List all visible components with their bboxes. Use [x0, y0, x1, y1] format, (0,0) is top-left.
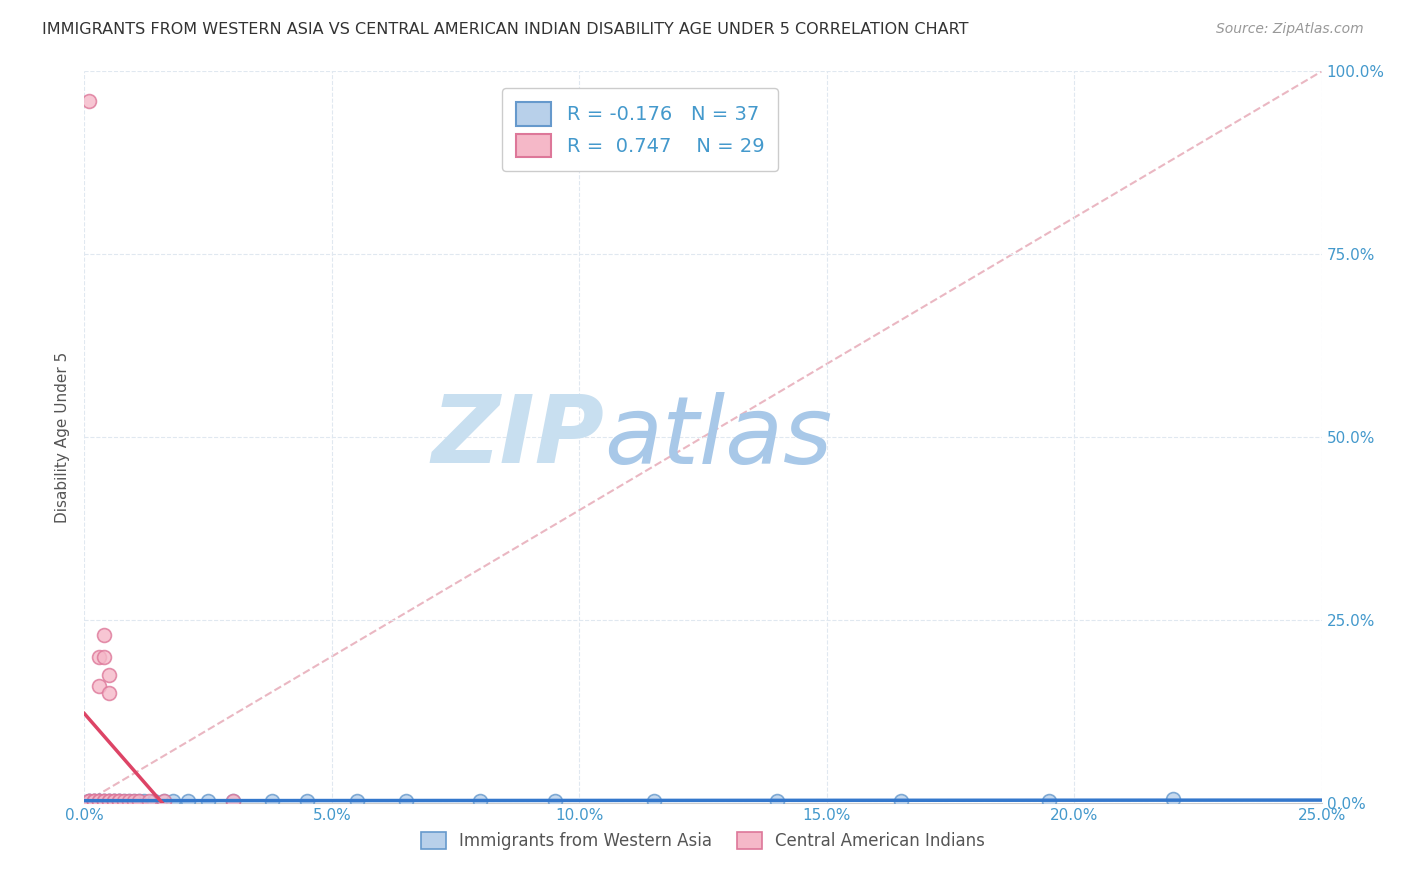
- Point: [108, 794, 131, 808]
- Point: [142, 794, 165, 808]
- Point: [128, 794, 150, 808]
- Point: [98, 686, 121, 700]
- Point: [89, 794, 111, 808]
- Point: [132, 794, 155, 808]
- Point: [83, 794, 105, 808]
- Point: [766, 794, 789, 808]
- Point: [112, 794, 135, 808]
- Point: [346, 794, 368, 808]
- Point: [98, 794, 121, 808]
- Point: [83, 794, 105, 808]
- Point: [112, 794, 135, 808]
- Text: ZIP: ZIP: [432, 391, 605, 483]
- Point: [162, 794, 184, 808]
- Point: [79, 94, 101, 108]
- Point: [98, 794, 121, 808]
- Text: atlas: atlas: [605, 392, 832, 483]
- Point: [98, 667, 121, 681]
- Point: [177, 794, 200, 808]
- Point: [543, 794, 565, 808]
- Point: [1038, 794, 1060, 808]
- Point: [222, 794, 245, 808]
- Point: [93, 794, 115, 808]
- Point: [89, 794, 111, 808]
- Point: [103, 794, 125, 808]
- Point: [79, 794, 101, 808]
- Point: [103, 794, 125, 808]
- Point: [89, 794, 111, 808]
- Point: [93, 649, 115, 664]
- Point: [470, 794, 492, 808]
- Point: [152, 794, 174, 808]
- Point: [89, 794, 111, 808]
- Point: [128, 794, 150, 808]
- Point: [122, 794, 145, 808]
- Text: IMMIGRANTS FROM WESTERN ASIA VS CENTRAL AMERICAN INDIAN DISABILITY AGE UNDER 5 C: IMMIGRANTS FROM WESTERN ASIA VS CENTRAL …: [42, 22, 969, 37]
- Y-axis label: Disability Age Under 5: Disability Age Under 5: [55, 351, 70, 523]
- Point: [643, 794, 665, 808]
- Point: [93, 794, 115, 808]
- Point: [108, 794, 131, 808]
- Point: [98, 794, 121, 808]
- Point: [83, 794, 105, 808]
- Point: [79, 794, 101, 808]
- Point: [89, 649, 111, 664]
- Point: [122, 794, 145, 808]
- Point: [103, 794, 125, 808]
- Point: [890, 794, 912, 808]
- Point: [262, 794, 284, 808]
- Point: [138, 794, 160, 808]
- Point: [1161, 792, 1184, 806]
- Point: [93, 627, 115, 641]
- Point: [395, 794, 418, 808]
- Point: [118, 794, 141, 808]
- Point: [89, 679, 111, 693]
- Point: [295, 794, 318, 808]
- Point: [108, 794, 131, 808]
- Point: [222, 794, 245, 808]
- Point: [79, 794, 101, 808]
- Point: [79, 794, 101, 808]
- Point: [118, 794, 141, 808]
- Point: [83, 794, 105, 808]
- Point: [152, 794, 174, 808]
- Point: [197, 794, 219, 808]
- Point: [108, 794, 131, 808]
- Point: [103, 794, 125, 808]
- Point: [89, 794, 111, 808]
- Point: [93, 794, 115, 808]
- Point: [93, 794, 115, 808]
- Point: [98, 794, 121, 808]
- Text: Source: ZipAtlas.com: Source: ZipAtlas.com: [1216, 22, 1364, 37]
- Legend: Immigrants from Western Asia, Central American Indians: Immigrants from Western Asia, Central Am…: [413, 825, 993, 856]
- Point: [83, 794, 105, 808]
